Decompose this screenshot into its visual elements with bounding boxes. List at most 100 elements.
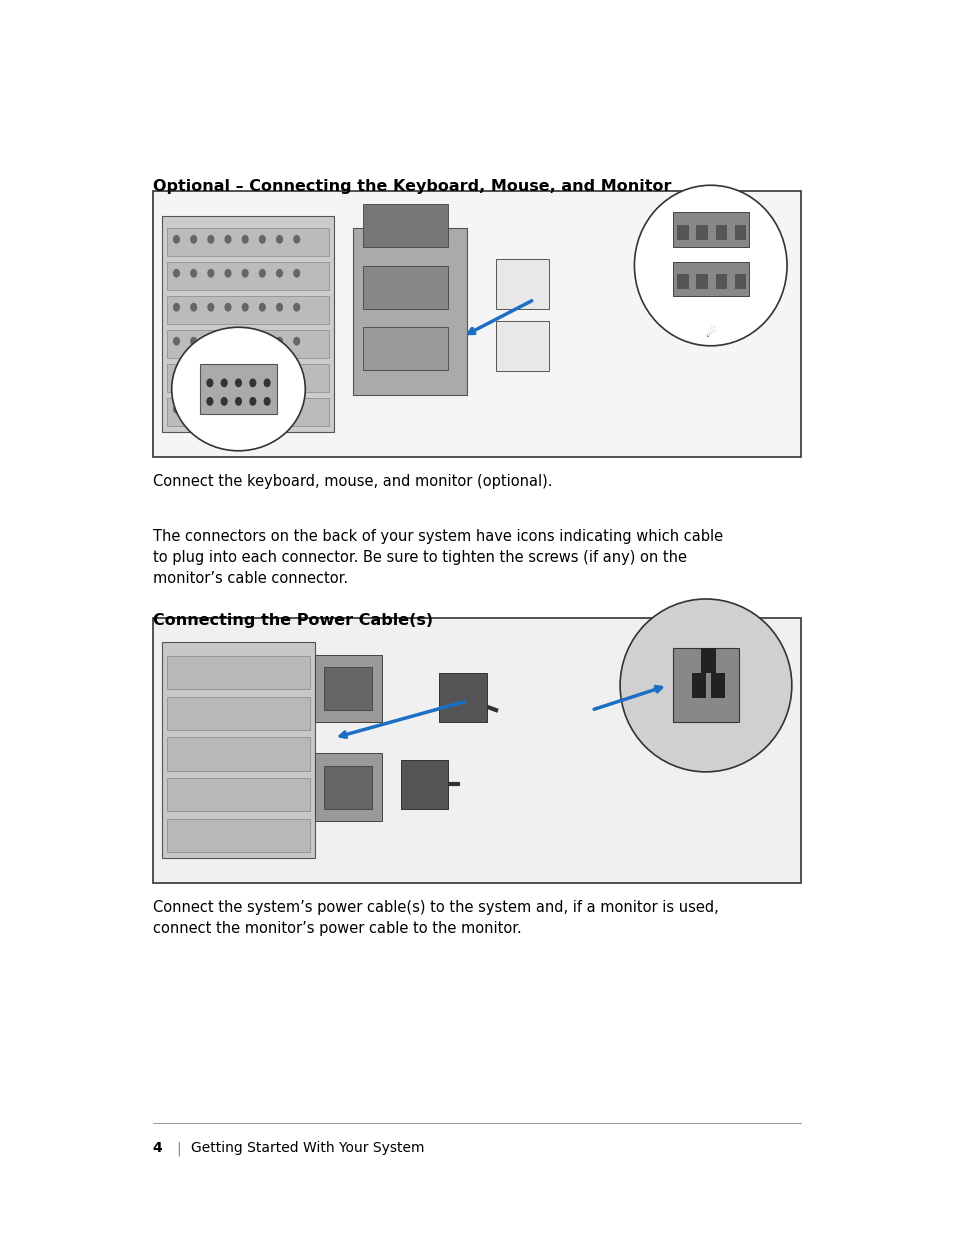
Circle shape: [250, 379, 255, 387]
Circle shape: [259, 269, 265, 277]
FancyBboxPatch shape: [152, 618, 801, 883]
Circle shape: [264, 398, 270, 405]
Circle shape: [242, 304, 248, 311]
Circle shape: [242, 405, 248, 412]
Circle shape: [225, 304, 231, 311]
Bar: [715, 274, 726, 289]
Circle shape: [207, 379, 213, 387]
Bar: [324, 766, 372, 809]
Circle shape: [225, 372, 231, 379]
Text: Connect the system’s power cable(s) to the system and, if a monitor is used,
con: Connect the system’s power cable(s) to t…: [152, 900, 718, 936]
Bar: [496, 259, 548, 309]
Circle shape: [235, 379, 241, 387]
Bar: [696, 225, 707, 240]
Circle shape: [276, 372, 282, 379]
Bar: [167, 331, 329, 358]
Circle shape: [259, 337, 265, 345]
Circle shape: [294, 337, 299, 345]
Circle shape: [208, 337, 213, 345]
Bar: [167, 737, 310, 771]
Bar: [167, 364, 329, 393]
Bar: [167, 697, 310, 730]
Text: |: |: [176, 1141, 181, 1156]
Bar: [734, 225, 745, 240]
Circle shape: [191, 269, 196, 277]
Text: 4: 4: [152, 1141, 162, 1155]
Circle shape: [221, 379, 227, 387]
Bar: [314, 655, 381, 722]
Ellipse shape: [634, 185, 786, 346]
Bar: [353, 228, 467, 395]
Circle shape: [242, 337, 248, 345]
Bar: [167, 398, 329, 426]
Circle shape: [276, 304, 282, 311]
Circle shape: [208, 405, 213, 412]
Circle shape: [225, 337, 231, 345]
Bar: [362, 327, 448, 370]
Circle shape: [173, 269, 179, 277]
Circle shape: [259, 405, 265, 412]
Bar: [438, 673, 486, 722]
Circle shape: [225, 236, 231, 243]
Circle shape: [225, 405, 231, 412]
Circle shape: [207, 398, 213, 405]
Bar: [696, 274, 707, 289]
Text: Connecting the Power Cable(s): Connecting the Power Cable(s): [152, 613, 433, 627]
Circle shape: [191, 304, 196, 311]
Circle shape: [242, 269, 248, 277]
Bar: [672, 648, 739, 722]
Circle shape: [294, 405, 299, 412]
Bar: [691, 673, 705, 698]
Circle shape: [294, 236, 299, 243]
Bar: [167, 296, 329, 325]
Text: Connect the keyboard, mouse, and monitor (optional).: Connect the keyboard, mouse, and monitor…: [152, 474, 552, 489]
Circle shape: [259, 304, 265, 311]
Circle shape: [173, 304, 179, 311]
Bar: [700, 648, 715, 673]
Bar: [496, 321, 548, 370]
Bar: [362, 266, 448, 309]
Circle shape: [191, 405, 196, 412]
Circle shape: [294, 372, 299, 379]
Circle shape: [191, 236, 196, 243]
Circle shape: [276, 236, 282, 243]
FancyBboxPatch shape: [162, 642, 314, 858]
Circle shape: [259, 372, 265, 379]
Text: The connectors on the back of your system have icons indicating which cable
to p: The connectors on the back of your syste…: [152, 529, 722, 585]
FancyBboxPatch shape: [152, 191, 801, 457]
Text: ☄: ☄: [704, 327, 716, 340]
Circle shape: [242, 372, 248, 379]
Text: Optional – Connecting the Keyboard, Mouse, and Monitor: Optional – Connecting the Keyboard, Mous…: [152, 179, 671, 194]
Circle shape: [208, 304, 213, 311]
Bar: [734, 274, 745, 289]
Circle shape: [235, 398, 241, 405]
Bar: [672, 212, 748, 247]
Bar: [362, 204, 448, 247]
Ellipse shape: [619, 599, 791, 772]
Ellipse shape: [172, 327, 305, 451]
Circle shape: [242, 236, 248, 243]
Bar: [200, 364, 276, 414]
Bar: [677, 274, 688, 289]
Circle shape: [191, 372, 196, 379]
Circle shape: [294, 304, 299, 311]
Circle shape: [173, 236, 179, 243]
Circle shape: [191, 337, 196, 345]
Bar: [324, 667, 372, 710]
Circle shape: [276, 405, 282, 412]
Text: Getting Started With Your System: Getting Started With Your System: [191, 1141, 424, 1155]
Circle shape: [259, 236, 265, 243]
Bar: [677, 225, 688, 240]
Circle shape: [276, 337, 282, 345]
Circle shape: [250, 398, 255, 405]
Circle shape: [173, 405, 179, 412]
Circle shape: [208, 236, 213, 243]
Circle shape: [173, 372, 179, 379]
Bar: [715, 225, 726, 240]
FancyBboxPatch shape: [162, 216, 334, 432]
Circle shape: [173, 337, 179, 345]
Bar: [314, 753, 381, 821]
Circle shape: [208, 372, 213, 379]
Circle shape: [264, 379, 270, 387]
Bar: [167, 778, 310, 811]
